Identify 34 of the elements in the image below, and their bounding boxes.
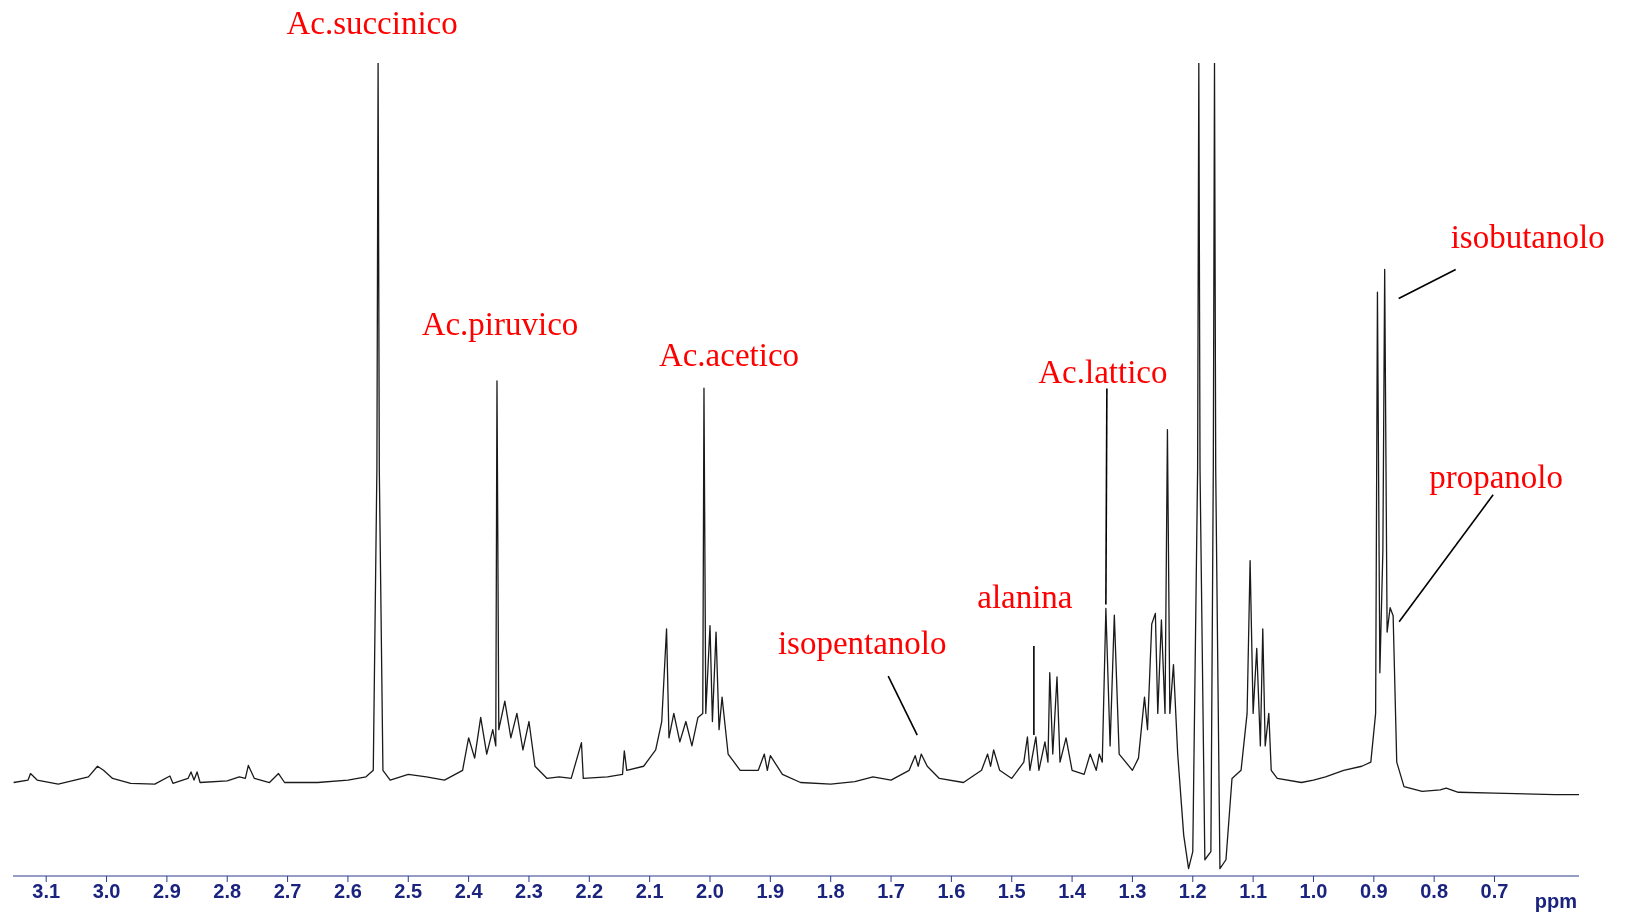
x-tick-label: 2.2 [575, 880, 604, 903]
x-tick-label: 3.1 [32, 880, 61, 903]
x-tick-label: 2.3 [515, 880, 543, 903]
x-tick-label: 0.7 [1480, 880, 1509, 903]
x-tick-label: 2.6 [334, 880, 362, 903]
x-tick-label: 2.8 [213, 880, 242, 903]
x-tick-label: 2.0 [696, 880, 724, 903]
x-tick-label: 1.0 [1299, 880, 1328, 903]
annotation: Ac.acetico [658, 337, 800, 374]
annotation: Ac.piruvico [421, 305, 579, 342]
x-tick-label: 3.0 [92, 880, 121, 903]
x-tick-label: 1.6 [937, 880, 966, 903]
x-tick-label: 2.1 [635, 880, 664, 903]
x-tick-label: 1.7 [877, 880, 905, 903]
annotation: isopentanolo [777, 625, 947, 662]
annotation: Ac.lattico [1038, 353, 1168, 390]
x-tick-label: 1.3 [1118, 880, 1147, 903]
annotation: isobutanolo [1450, 218, 1605, 255]
x-tick-label: 1.4 [1058, 880, 1087, 903]
x-tick-label: 0.9 [1359, 880, 1388, 903]
x-tick-label: 2.9 [152, 880, 181, 903]
x-tick-label: 1.8 [816, 880, 845, 903]
x-tick-label: 0.8 [1420, 880, 1449, 903]
x-tick-label: 2.5 [394, 880, 423, 903]
x-tick-label: 2.7 [273, 880, 302, 903]
x-tick-label: 1.1 [1239, 880, 1268, 903]
x-tick-label: 2.4 [454, 880, 484, 903]
annotation: Ac.succinico [286, 5, 458, 41]
x-tick-label: 1.5 [997, 880, 1026, 903]
x-tick-label: 1.2 [1178, 880, 1207, 903]
annotation: propanolo [1429, 458, 1564, 495]
annotation: alanina [977, 578, 1073, 615]
x-tick-label: 1.9 [756, 880, 785, 903]
x-axis-title: ppm [1534, 890, 1577, 912]
